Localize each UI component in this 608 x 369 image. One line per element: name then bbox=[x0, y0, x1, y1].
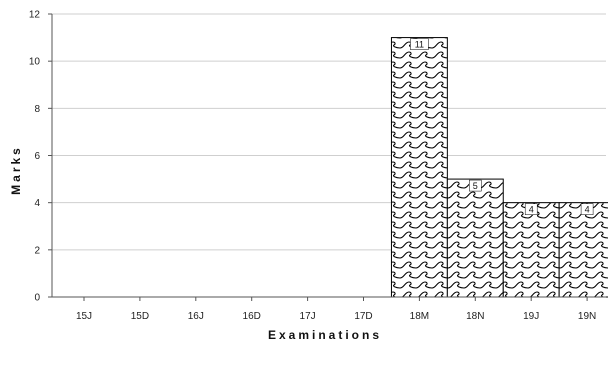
y-tick-label: 6 bbox=[34, 151, 40, 162]
bar-19N bbox=[558, 202, 608, 298]
x-tick-label: 17J bbox=[300, 311, 316, 322]
value-label-19J: 4 bbox=[529, 205, 534, 215]
x-tick-label: 16J bbox=[188, 311, 204, 322]
x-tick-label: 18N bbox=[466, 311, 484, 322]
value-label-box bbox=[524, 203, 538, 215]
value-label-box bbox=[410, 38, 429, 50]
y-tick-label: 0 bbox=[34, 293, 40, 304]
bar-19J bbox=[502, 202, 560, 298]
value-label-box bbox=[580, 203, 594, 215]
x-tick-label: 18M bbox=[410, 311, 429, 322]
value-label-18M: 11 bbox=[415, 40, 424, 50]
y-tick-label: 2 bbox=[34, 245, 40, 256]
x-tick-label: 15D bbox=[131, 311, 149, 322]
y-tick-label: 8 bbox=[34, 104, 40, 115]
x-tick-label: 19N bbox=[578, 311, 596, 322]
x-tick-label: 19J bbox=[523, 311, 539, 322]
axes bbox=[48, 13, 606, 301]
bars bbox=[390, 37, 608, 298]
y-tick-label: 10 bbox=[29, 57, 41, 68]
x-tick-label: 17D bbox=[354, 311, 372, 322]
x-tick-label: 16D bbox=[243, 311, 261, 322]
labels: 0 2 4 6 8 10 12 11 5 4 4 15J 15D 16J 16D 17J 17D 18M 18N 19… bbox=[29, 10, 596, 323]
x-tick-label: 15J bbox=[76, 311, 92, 322]
y-tick-label: 12 bbox=[29, 10, 41, 21]
y-axis-title: Marks bbox=[9, 145, 23, 195]
value-label-19N: 4 bbox=[585, 205, 590, 215]
value-label-18N: 5 bbox=[473, 181, 478, 191]
value-label-box bbox=[469, 179, 482, 192]
bar-18M bbox=[390, 37, 448, 298]
bar-18N bbox=[446, 178, 504, 298]
x-axis-title: Examinations bbox=[268, 328, 382, 342]
y-tick-label: 4 bbox=[34, 198, 40, 209]
